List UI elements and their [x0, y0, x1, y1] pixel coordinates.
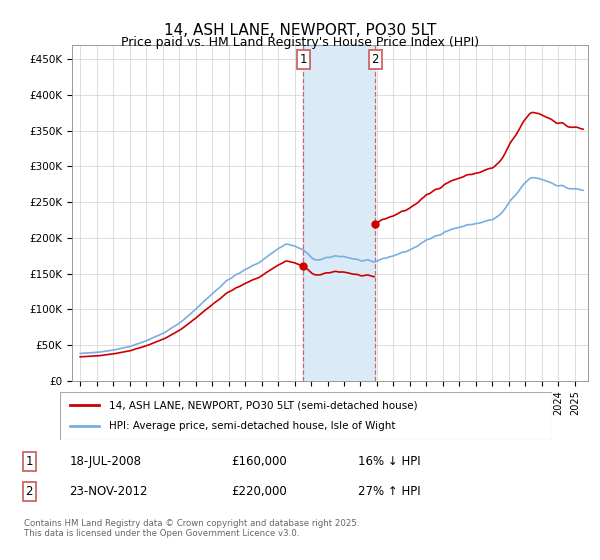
Text: 14, ASH LANE, NEWPORT, PO30 5LT (semi-detached house): 14, ASH LANE, NEWPORT, PO30 5LT (semi-de…	[109, 400, 418, 410]
Text: £220,000: £220,000	[231, 485, 287, 498]
Text: HPI: Average price, semi-detached house, Isle of Wight: HPI: Average price, semi-detached house,…	[109, 421, 396, 431]
Text: 18-JUL-2008: 18-JUL-2008	[70, 455, 142, 468]
Text: 23-NOV-2012: 23-NOV-2012	[70, 485, 148, 498]
Text: Price paid vs. HM Land Registry's House Price Index (HPI): Price paid vs. HM Land Registry's House …	[121, 36, 479, 49]
Text: 1: 1	[300, 53, 307, 67]
Text: 16% ↓ HPI: 16% ↓ HPI	[358, 455, 420, 468]
Bar	[304, 45, 376, 381]
FancyBboxPatch shape	[60, 392, 552, 440]
Text: 2: 2	[26, 485, 33, 498]
Text: 2: 2	[371, 53, 379, 67]
Text: 27% ↑ HPI: 27% ↑ HPI	[358, 485, 420, 498]
Text: 1: 1	[26, 455, 33, 468]
Text: Contains HM Land Registry data © Crown copyright and database right 2025.
This d: Contains HM Land Registry data © Crown c…	[23, 519, 359, 538]
Text: 14, ASH LANE, NEWPORT, PO30 5LT: 14, ASH LANE, NEWPORT, PO30 5LT	[164, 24, 436, 38]
Text: £160,000: £160,000	[231, 455, 287, 468]
